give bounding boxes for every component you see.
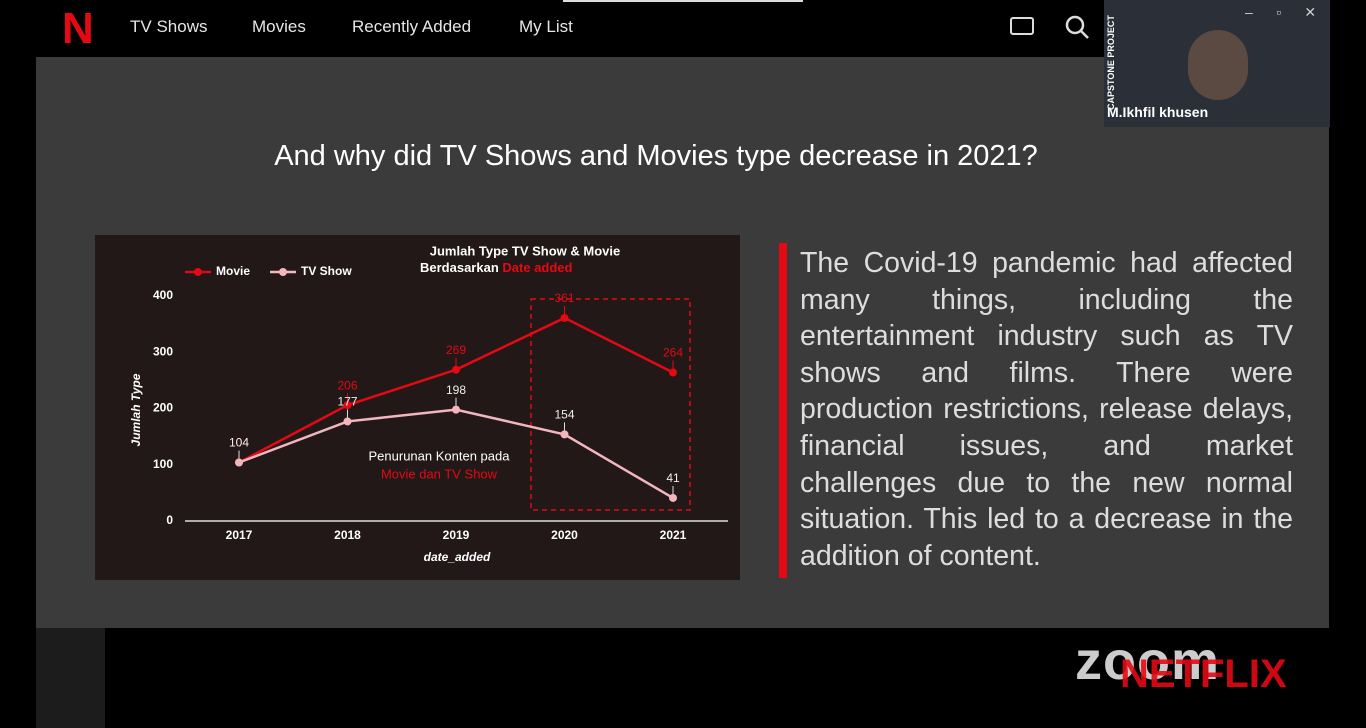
x-tick-label: 2020: [551, 528, 578, 542]
chart-title: Jumlah Type TV Show & Movie: [430, 243, 620, 258]
y-tick-label: 400: [153, 288, 173, 302]
search-icon[interactable]: [1065, 15, 1085, 35]
y-tick-label: 0: [166, 513, 173, 527]
y-tick-label: 100: [153, 457, 173, 471]
annotation: Penurunan Konten pada: [369, 448, 511, 463]
nav-item[interactable]: TV Shows: [130, 17, 208, 36]
point: [343, 401, 352, 410]
slide-title: And why did TV Shows and Movies type dec…: [274, 140, 1038, 172]
logo[interactable]: N: [62, 4, 94, 53]
data-label: 206: [337, 378, 357, 392]
nav-item[interactable]: Recently Added: [352, 17, 472, 36]
data-label: 41: [666, 471, 680, 485]
data-label: 198: [446, 383, 466, 397]
legend-dot: [279, 268, 287, 276]
nav-item[interactable]: My List: [519, 17, 573, 36]
point: [669, 368, 677, 377]
data-label: 104: [229, 436, 249, 450]
legend-label: Movie: [216, 264, 250, 278]
participant-name: M.Ikhfil khusen: [1107, 104, 1209, 120]
x-axis-title: date_added: [424, 550, 491, 564]
data-label: 177: [337, 395, 357, 409]
x-tick-label: 2021: [660, 528, 687, 542]
legend-dot: [194, 268, 202, 276]
search-handle: [1080, 30, 1089, 39]
x-tick-label: 2019: [443, 528, 470, 542]
point: [452, 365, 460, 374]
data-label: 269: [446, 343, 466, 357]
data-label: 104: [229, 436, 249, 450]
y-tick-label: 300: [153, 344, 173, 358]
slide-body: The Covid-19 pandemic had affected many …: [800, 247, 1293, 572]
point: [452, 405, 460, 414]
chart-bg: [95, 235, 740, 580]
window-controls[interactable]: – ▫ ✕: [1245, 4, 1317, 20]
subtitle-highlight: Date added: [502, 260, 572, 275]
data-label: 361: [554, 291, 574, 305]
data-label: 154: [554, 408, 574, 422]
point: [235, 458, 243, 467]
nav-icons: [1010, 15, 1089, 39]
y-axis-title: Jumlah Type: [129, 373, 143, 446]
data-label: 264: [663, 346, 683, 360]
subtitle: Berdasarkan: [420, 260, 499, 275]
strip: [36, 628, 105, 728]
annotation: Movie dan TV Show: [381, 466, 498, 481]
cast-icon[interactable]: [1010, 17, 1034, 35]
accent-bar: [779, 243, 787, 578]
video-tile: CAPSTONE PROJECT M.Ikhfil khusen: [1104, 0, 1330, 127]
chart-subtitle: Berdasarkan Date added: [420, 260, 573, 275]
zoom-logo: zoom: [1075, 631, 1220, 691]
nav-item[interactable]: Movies: [252, 17, 306, 36]
chart: Jumlah Type TV Show & Movie Berdasarkan …: [95, 235, 740, 580]
point: [560, 313, 569, 322]
x-tick-label: 2018: [334, 528, 361, 542]
participant: [1188, 30, 1248, 100]
tag: CAPSTONE PROJECT: [1106, 15, 1116, 110]
legend-label: TV Show: [301, 264, 352, 278]
point: [560, 430, 569, 439]
y-tick-label: 200: [153, 401, 173, 415]
netflix-logo: NETFLIX: [1120, 652, 1287, 696]
highlight-box: [530, 298, 691, 511]
point: [669, 493, 677, 502]
point: [343, 417, 352, 426]
x-tick-label: 2017: [226, 528, 253, 542]
progress: [563, 0, 803, 2]
